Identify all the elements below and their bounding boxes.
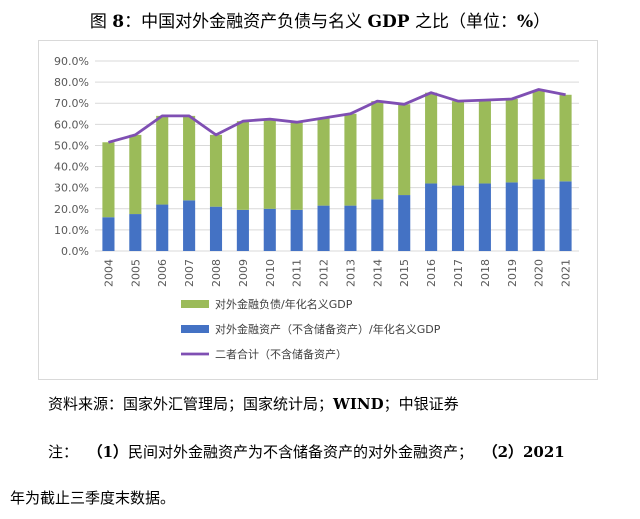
x-tick-label: 2011: [291, 259, 304, 287]
chart-frame: 0.0% 10.0% 20.0% 30.0% 40.0% 50.0% 60.0% 70.0% 8…: [38, 40, 598, 380]
bar-liabilities: [505, 99, 518, 183]
y-tick-label: 0.0%: [61, 245, 89, 258]
source-wind: WIND: [333, 395, 384, 413]
source-text-2: ；中银证券: [383, 395, 459, 413]
bar-assets: [129, 214, 142, 251]
note-point-2-number: （2）: [482, 443, 523, 461]
x-tick-label: 2009: [237, 259, 250, 287]
x-tick-label: 2017: [452, 259, 465, 287]
bar-assets: [156, 204, 169, 251]
bar-assets: [478, 183, 491, 251]
bar-assets: [559, 181, 572, 251]
bar-assets: [505, 182, 518, 251]
x-tick-label: 2004: [102, 259, 115, 287]
x-tick-label: 2016: [425, 259, 438, 287]
source-text-1: 资料来源：国家外汇管理局；国家统计局；: [48, 395, 334, 413]
y-tick-label: 50.0%: [54, 139, 89, 152]
bar-liabilities: [129, 134, 142, 215]
title-figure-number: 8: [112, 12, 125, 32]
x-tick-label: 2006: [156, 259, 169, 287]
bar-liabilities: [344, 113, 357, 206]
bar-liabilities: [425, 92, 438, 184]
title-prefix: 图: [89, 12, 113, 32]
chart-title: 图 8：中国对外金融资产负债与名义 GDP 之比（单位：%）: [0, 7, 640, 32]
bar-assets: [344, 205, 357, 251]
bar-liabilities: [156, 115, 169, 205]
legend-swatch: [181, 325, 209, 333]
note-point-2-text: 年为截止三季度末数据。: [10, 489, 176, 507]
legend-label: 对外金融负债/年化名义GDP: [215, 297, 353, 311]
bar-liabilities: [317, 118, 330, 206]
y-tick-label: 80.0%: [54, 76, 89, 89]
bar-assets: [451, 185, 465, 251]
y-tick-label: 30.0%: [54, 182, 89, 195]
x-tick-label: 2007: [183, 259, 196, 287]
line-total: [108, 88, 566, 144]
bar-assets: [425, 183, 438, 251]
x-tick-label: 2015: [398, 259, 411, 287]
legend-swatch: [181, 300, 209, 308]
bar-assets: [263, 208, 276, 251]
x-tick-label: 2010: [264, 259, 277, 287]
x-tick-label: 2014: [371, 259, 384, 287]
y-tick-label: 70.0%: [54, 97, 89, 110]
title-text: ：中国对外金融资产负债与名义: [124, 12, 368, 32]
bar-liabilities: [290, 122, 303, 210]
note-point-1-number: （1）: [87, 443, 128, 461]
note-point-2-year: 2021: [523, 443, 565, 461]
x-tick-label: 2012: [318, 259, 331, 287]
y-tick-label: 20.0%: [54, 203, 89, 216]
bar-assets: [236, 209, 249, 251]
bar-assets: [290, 209, 303, 251]
title-gdp: GDP: [367, 12, 410, 32]
note-line-2: 年为截止三季度末数据。: [10, 487, 175, 508]
bar-liabilities: [183, 115, 196, 201]
note-point-1-text: 民间对外金融资产为不含储备资产的对外金融资产；: [128, 443, 474, 461]
bar-liabilities: [559, 94, 572, 182]
x-tick-label: 2020: [533, 259, 546, 287]
bar-liabilities: [263, 119, 276, 209]
bar-assets: [532, 179, 545, 251]
bar-assets: [102, 217, 115, 251]
bar-assets: [398, 195, 411, 251]
bar-liabilities: [209, 134, 223, 207]
bar-liabilities: [451, 101, 465, 186]
bar-liabilities: [236, 121, 249, 210]
x-tick-label: 2008: [210, 259, 223, 287]
title-unit: %: [516, 12, 534, 32]
note-line-1: 注： （1）民间对外金融资产为不含储备资产的对外金融资产； （2）2021: [48, 441, 634, 462]
stacked-bar-line-chart: 0.0% 10.0% 20.0% 30.0% 40.0% 50.0% 60.0% 70.0% 8…: [54, 55, 579, 361]
bar-assets: [183, 200, 196, 251]
x-tick-label: 2005: [129, 259, 142, 287]
legend-label: 对外金融资产（不含储备资产）/年化名义GDP: [215, 322, 441, 336]
bar-liabilities: [478, 100, 491, 184]
source-line: 资料来源：国家外汇管理局；国家统计局；WIND；中银证券: [48, 393, 459, 414]
bar-liabilities: [102, 142, 115, 218]
bar-liabilities: [371, 101, 384, 200]
x-tick-label: 2021: [560, 259, 573, 287]
x-tick-label: 2018: [479, 259, 492, 287]
legend-label: 二者合计（不含储备资产）: [215, 347, 347, 361]
y-tick-label: 10.0%: [54, 224, 89, 237]
title-close: ）: [533, 12, 551, 32]
note-label: 注：: [48, 443, 79, 461]
title-suffix: 之比（单位：: [409, 12, 517, 32]
bar-liabilities: [398, 104, 411, 196]
bar-assets: [209, 206, 223, 251]
bar-assets: [317, 205, 330, 251]
x-tick-label: 2013: [344, 259, 357, 287]
bar-assets: [371, 199, 384, 251]
y-tick-label: 90.0%: [54, 55, 89, 68]
x-tick-label: 2019: [506, 259, 519, 287]
y-tick-label: 60.0%: [54, 118, 89, 131]
y-tick-label: 40.0%: [54, 161, 89, 174]
bar-liabilities: [532, 90, 545, 180]
